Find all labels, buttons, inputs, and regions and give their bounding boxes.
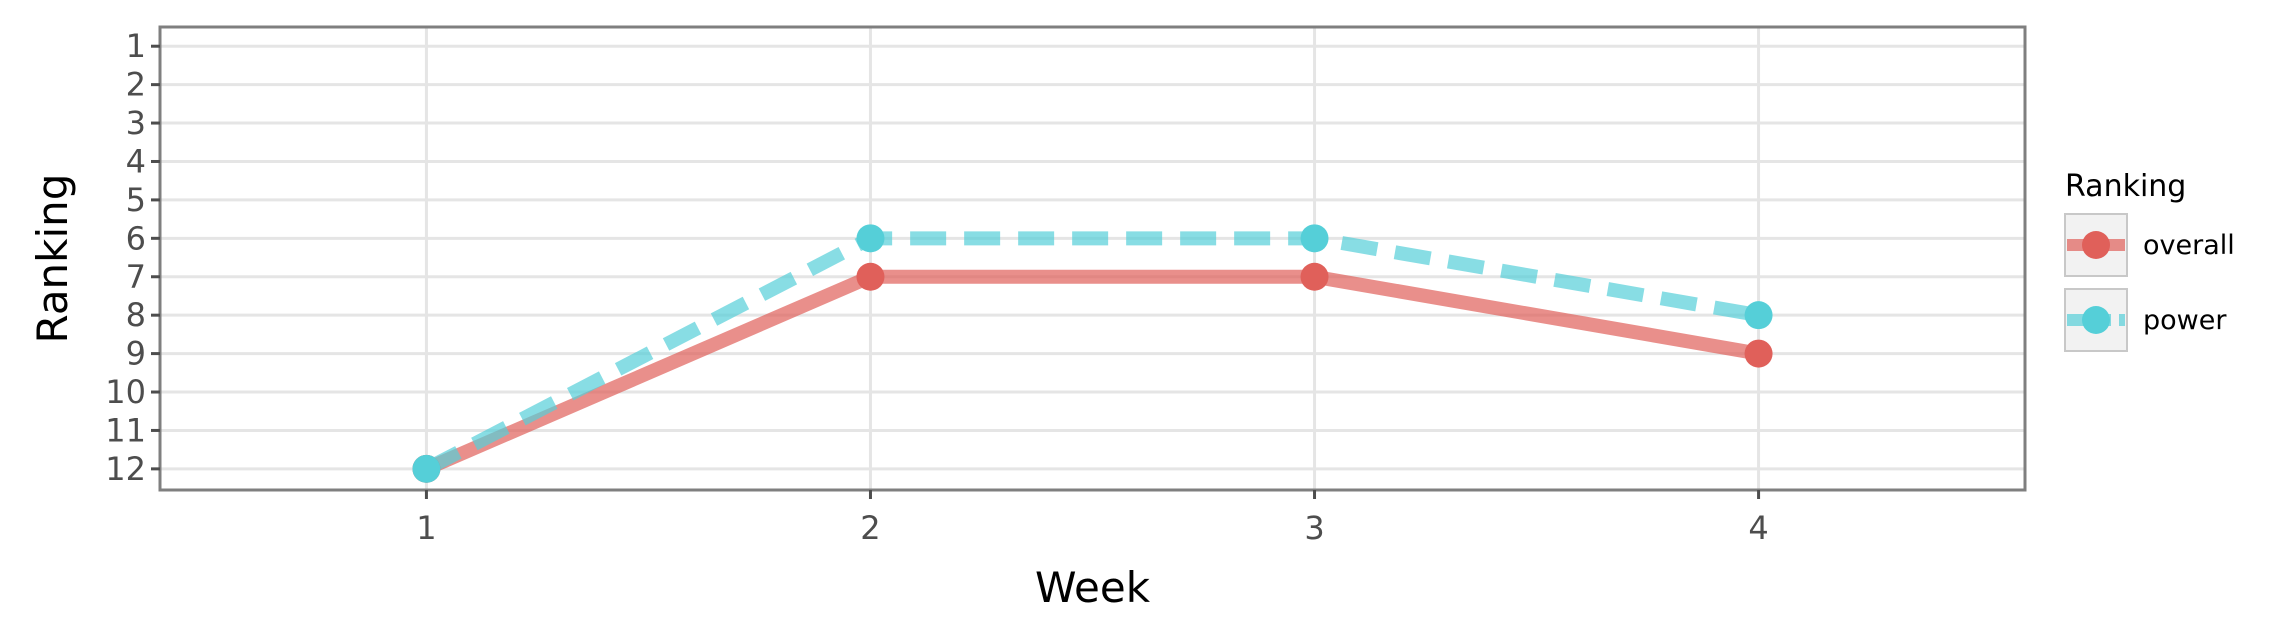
series-line-overall (423, 269, 1760, 476)
y-tick-label: 9 (126, 335, 146, 373)
y-tick-label: 1 (126, 27, 146, 65)
data-point-power (856, 224, 885, 253)
x-tick-label: 2 (860, 509, 880, 547)
legend-items: overall power (2064, 213, 2235, 352)
series-line-power (423, 231, 1760, 476)
y-tick-label: 10 (105, 373, 146, 411)
x-tick-label: 4 (1748, 509, 1768, 547)
y-tick-label: 4 (126, 142, 146, 180)
y-tick-label: 8 (126, 296, 146, 334)
x-axis: 1 2 3 4 (416, 490, 1769, 547)
series-points (412, 224, 1773, 483)
legend-label-power: power (2143, 305, 2227, 336)
data-point-power (1300, 224, 1329, 253)
data-point-power (412, 454, 441, 483)
y-tick-label: 5 (126, 181, 146, 219)
y-tick-label: 3 (126, 104, 146, 142)
y-tick-label: 2 (126, 66, 146, 104)
y-tick-label: 6 (126, 219, 146, 257)
data-point-overall (1744, 339, 1773, 368)
data-point-power (1744, 301, 1773, 330)
data-point-overall (1300, 262, 1329, 291)
x-axis-label: Week (1035, 563, 1151, 612)
series-lines (423, 231, 1760, 476)
legend-marker-power (2082, 306, 2110, 334)
legend-marker-overall (2082, 231, 2110, 259)
y-tick-label: 7 (126, 258, 146, 296)
x-tick-label: 3 (1304, 509, 1324, 547)
plot-frame (158, 25, 2027, 492)
x-tick-label: 1 (416, 509, 436, 547)
legend-title: Ranking (2065, 169, 2186, 204)
y-axis-label: Ranking (28, 174, 77, 344)
legend-label-overall: overall (2143, 230, 2235, 261)
y-tick-label: 12 (105, 450, 146, 488)
legend: Ranking overall power (2064, 169, 2235, 352)
y-tick-label: 11 (105, 411, 146, 449)
data-point-overall (856, 262, 885, 291)
